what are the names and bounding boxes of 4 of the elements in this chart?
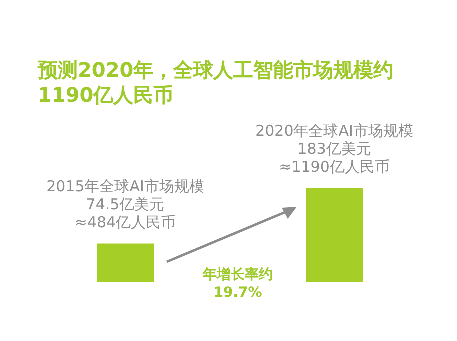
data-label: 2020年全球AI市场规模 183亿美元 ≈1190亿人民币 (256, 122, 414, 176)
data-label: 2015年全球AI市场规模 74.5亿美元 ≈484亿人民币 (46, 178, 204, 232)
annotation: 年增长率约 19.7% (202, 266, 274, 302)
chart-title: 预测2020年，全球人工智能市场规模约1190亿人民币 (38, 58, 395, 108)
